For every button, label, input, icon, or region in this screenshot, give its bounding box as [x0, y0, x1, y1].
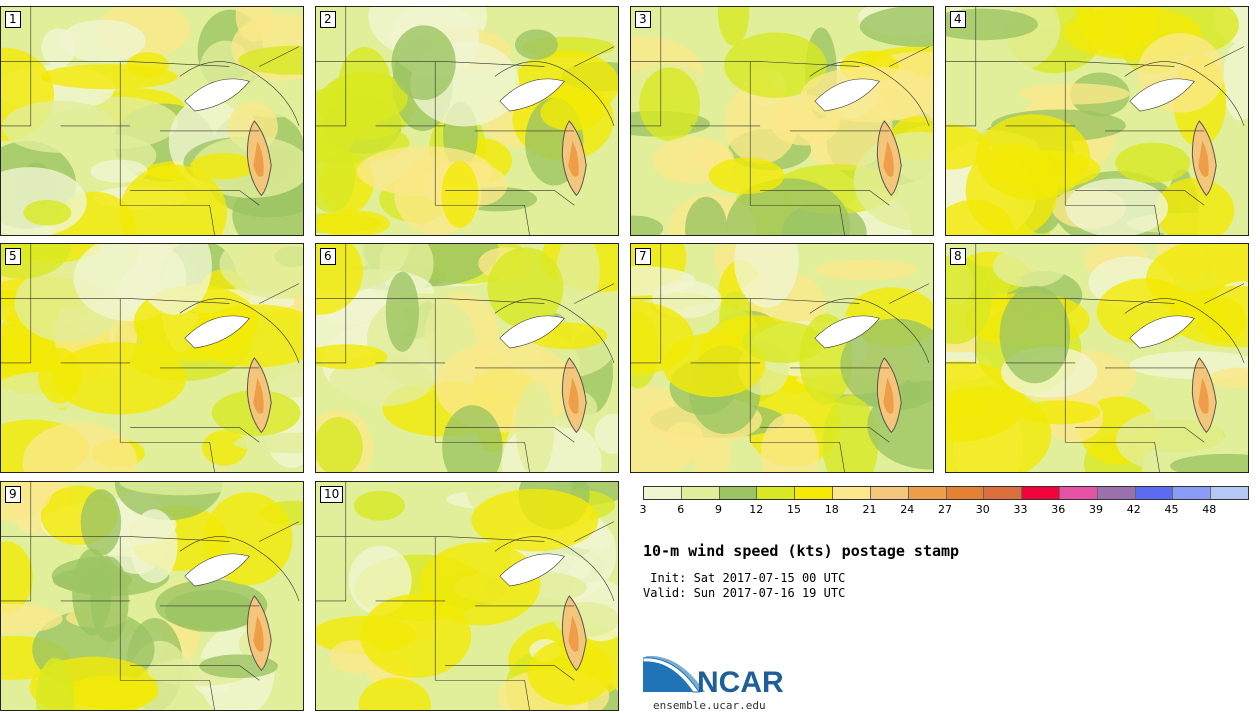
- init-time: Init: Sat 2017-07-15 00 UTC: [643, 571, 846, 585]
- colorbar-swatch-14: [1173, 487, 1212, 499]
- panel-number: 4: [950, 11, 966, 28]
- colorbar-swatch-5: [833, 487, 871, 499]
- colorbar-tick: 21: [862, 503, 877, 516]
- colorbar-swatch-10: [1022, 487, 1060, 499]
- panel-number: 7: [635, 248, 651, 265]
- stamp-panel-4: 4: [945, 6, 1249, 236]
- colorbar-tick: 39: [1089, 503, 1103, 516]
- colorbar-tick: 9: [715, 503, 722, 516]
- wind-field-map: [316, 482, 618, 710]
- wind-field-map: [316, 7, 618, 235]
- colorbar-swatch-2: [719, 487, 758, 499]
- stamp-panel-2: 2: [315, 6, 619, 236]
- colorbar-tick-labels: 3 6 9 12 15 18 21 24 27 30 33 36 39 42 45 48: [639, 500, 1249, 516]
- colorbar-tick: 48: [1202, 503, 1217, 516]
- colorbar-tick: 3: [639, 503, 647, 516]
- colorbar-swatch-1: [681, 487, 720, 499]
- colorbar-swatch-15: [1211, 487, 1248, 499]
- colorbar-swatch-8: [946, 487, 985, 499]
- ncar-logo-mark: NCAR: [642, 655, 784, 699]
- colorbar-swatch-3: [757, 487, 796, 499]
- colorbar-tick: 18: [824, 503, 839, 516]
- colorbar-tick: 27: [938, 503, 952, 516]
- wind-field-map: [946, 7, 1248, 235]
- stamp-panel-9: 9: [0, 481, 304, 711]
- wind-field-map: [946, 244, 1248, 472]
- stamp-panel-3: 3: [630, 6, 934, 236]
- valid-time: Valid: Sun 2017-07-16 19 UTC: [643, 586, 846, 600]
- logo-text: NCAR: [697, 666, 784, 699]
- panel-number: 5: [5, 248, 21, 265]
- colorbar-swatch-12: [1097, 487, 1136, 499]
- colorbar-tick: 6: [677, 503, 685, 516]
- stamp-panel-1: 1: [0, 6, 304, 236]
- panel-number: 2: [320, 11, 336, 28]
- wind-speed-colorbar: 3 6 9 12 15 18 21 24 27 30 33 36 39 42 45 48: [639, 486, 1249, 516]
- wind-field-map: [1, 7, 303, 235]
- colorbar-swatch-9: [984, 487, 1023, 499]
- ncar-logo: NCAR: [642, 655, 803, 700]
- colorbar-swatch-6: [870, 487, 909, 499]
- wind-field-map: [631, 244, 933, 472]
- stamp-panel-5: 5: [0, 243, 304, 473]
- stamp-panel-8: 8: [945, 243, 1249, 473]
- panel-number: 9: [5, 486, 21, 503]
- colorbar-tick: 15: [787, 503, 801, 516]
- wind-field-map: [1, 482, 303, 710]
- colorbar-swatch-4: [795, 487, 834, 499]
- stamp-panel-7: 7: [630, 243, 934, 473]
- stamp-panel-10: 10: [315, 481, 619, 711]
- colorbar-tick: 33: [1013, 503, 1028, 516]
- colorbar-tick: 30: [975, 503, 990, 516]
- panel-number: 1: [5, 11, 21, 28]
- colorbar-swatch-13: [1135, 487, 1174, 499]
- panel-number: 8: [950, 248, 966, 265]
- colorbar-tick: 42: [1126, 503, 1141, 516]
- panel-number: 10: [320, 486, 344, 503]
- wind-field-map: [631, 7, 933, 235]
- colorbar-swatches: [643, 486, 1249, 500]
- logo-url: ensemble.ucar.edu: [653, 699, 766, 712]
- colorbar-tick: 36: [1051, 503, 1066, 516]
- colorbar-tick: 24: [900, 503, 915, 516]
- colorbar-swatch-0: [644, 487, 682, 499]
- map-title: 10-m wind speed (kts) postage stamp: [643, 542, 960, 560]
- colorbar-tick: 45: [1164, 503, 1179, 516]
- colorbar-tick: 12: [749, 503, 764, 516]
- wind-field-map: [1, 244, 303, 472]
- panel-number: 6: [320, 248, 336, 265]
- stamp-panel-6: 6: [315, 243, 619, 473]
- colorbar-swatch-7: [908, 487, 947, 499]
- panel-number: 3: [635, 11, 651, 28]
- wind-field-map: [316, 244, 618, 472]
- colorbar-swatch-11: [1059, 487, 1098, 499]
